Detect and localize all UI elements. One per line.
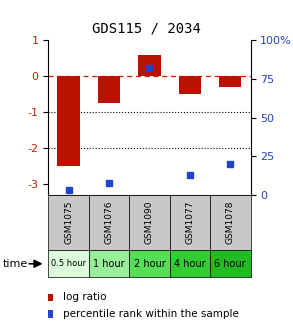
Bar <box>179 76 201 94</box>
Bar <box>138 55 161 76</box>
Bar <box>57 76 80 166</box>
Text: time: time <box>3 259 28 269</box>
Bar <box>98 76 120 103</box>
Text: GSM1075: GSM1075 <box>64 201 73 244</box>
Text: GSM1078: GSM1078 <box>226 201 235 244</box>
Text: GSM1076: GSM1076 <box>105 201 113 244</box>
Text: GSM1090: GSM1090 <box>145 201 154 244</box>
Text: 6 hour: 6 hour <box>214 259 246 269</box>
Text: 0.5 hour: 0.5 hour <box>51 259 86 268</box>
Text: log ratio: log ratio <box>63 292 106 302</box>
Text: GSM1077: GSM1077 <box>185 201 194 244</box>
Text: 4 hour: 4 hour <box>174 259 206 269</box>
Text: 1 hour: 1 hour <box>93 259 125 269</box>
Text: 2 hour: 2 hour <box>134 259 165 269</box>
Bar <box>219 76 241 87</box>
Text: percentile rank within the sample: percentile rank within the sample <box>63 309 239 319</box>
Text: GDS115 / 2034: GDS115 / 2034 <box>92 22 201 36</box>
